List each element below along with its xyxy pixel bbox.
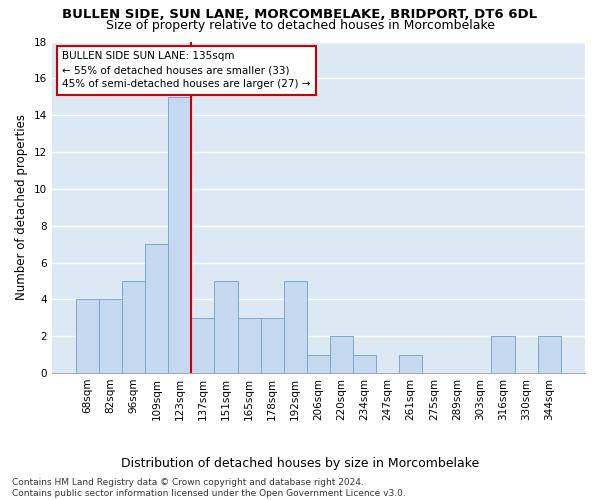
Bar [538, 336, 561, 373]
Bar [168, 97, 191, 373]
Bar [260, 318, 284, 373]
Text: BULLEN SIDE SUN LANE: 135sqm
← 55% of detached houses are smaller (33)
45% of se: BULLEN SIDE SUN LANE: 135sqm ← 55% of de… [62, 52, 311, 90]
Bar [76, 300, 99, 373]
Text: Size of property relative to detached houses in Morcombelake: Size of property relative to detached ho… [106, 19, 494, 32]
Text: Distribution of detached houses by size in Morcombelake: Distribution of detached houses by size … [121, 458, 479, 470]
Bar [307, 354, 330, 373]
Bar [145, 244, 168, 373]
Bar [99, 300, 122, 373]
Bar [353, 354, 376, 373]
Bar [284, 281, 307, 373]
Text: BULLEN SIDE, SUN LANE, MORCOMBELAKE, BRIDPORT, DT6 6DL: BULLEN SIDE, SUN LANE, MORCOMBELAKE, BRI… [62, 8, 538, 20]
Bar [214, 281, 238, 373]
Text: Contains HM Land Registry data © Crown copyright and database right 2024.
Contai: Contains HM Land Registry data © Crown c… [12, 478, 406, 498]
Bar [330, 336, 353, 373]
Bar [491, 336, 515, 373]
Bar [122, 281, 145, 373]
Bar [399, 354, 422, 373]
Y-axis label: Number of detached properties: Number of detached properties [15, 114, 28, 300]
Bar [238, 318, 260, 373]
Bar [191, 318, 214, 373]
